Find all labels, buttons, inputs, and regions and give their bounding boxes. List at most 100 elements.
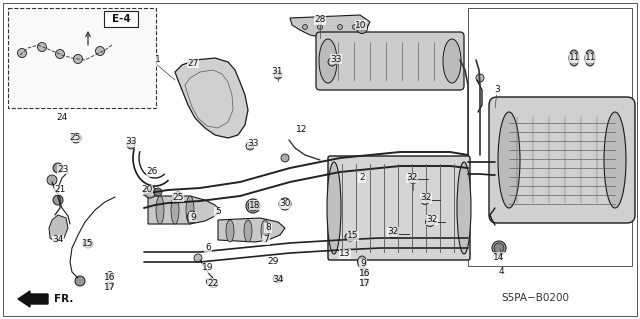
Text: 30: 30 <box>279 199 291 209</box>
Circle shape <box>337 25 342 29</box>
FancyArrow shape <box>18 291 48 307</box>
Text: 14: 14 <box>493 253 505 262</box>
FancyBboxPatch shape <box>489 97 635 223</box>
Text: 9: 9 <box>190 212 196 221</box>
FancyBboxPatch shape <box>328 156 470 260</box>
Circle shape <box>420 196 429 204</box>
Text: 15: 15 <box>83 240 93 249</box>
Circle shape <box>353 25 358 29</box>
Ellipse shape <box>327 162 341 254</box>
Circle shape <box>248 201 258 211</box>
Circle shape <box>127 141 135 149</box>
Circle shape <box>408 174 417 183</box>
Circle shape <box>144 186 156 198</box>
Circle shape <box>173 192 183 202</box>
Text: 28: 28 <box>314 16 326 25</box>
Text: 22: 22 <box>207 278 219 287</box>
Circle shape <box>75 276 85 286</box>
Ellipse shape <box>498 112 520 208</box>
Circle shape <box>17 48 26 57</box>
Ellipse shape <box>186 196 194 224</box>
Circle shape <box>95 47 104 56</box>
Circle shape <box>362 278 369 286</box>
Text: 8: 8 <box>265 224 271 233</box>
Circle shape <box>390 229 399 239</box>
Ellipse shape <box>261 220 269 242</box>
Ellipse shape <box>226 220 234 242</box>
Circle shape <box>476 74 484 82</box>
Circle shape <box>494 243 504 253</box>
Ellipse shape <box>569 50 579 66</box>
Text: 4: 4 <box>498 268 504 277</box>
Text: FR.: FR. <box>54 294 74 304</box>
Text: 20: 20 <box>141 186 153 195</box>
Ellipse shape <box>585 50 595 66</box>
Circle shape <box>426 218 435 226</box>
Circle shape <box>281 154 289 162</box>
Text: 25: 25 <box>172 192 184 202</box>
Bar <box>468 8 632 266</box>
Circle shape <box>47 175 57 185</box>
Text: 9: 9 <box>360 259 366 269</box>
Text: 12: 12 <box>296 125 308 135</box>
Text: 15: 15 <box>348 232 359 241</box>
Ellipse shape <box>279 198 291 210</box>
Ellipse shape <box>244 220 252 242</box>
Text: 32: 32 <box>387 227 399 236</box>
Ellipse shape <box>358 256 367 268</box>
Circle shape <box>356 23 367 33</box>
Text: 26: 26 <box>147 167 157 176</box>
Ellipse shape <box>492 241 506 255</box>
Text: 31: 31 <box>271 68 283 77</box>
Polygon shape <box>290 15 370 40</box>
Circle shape <box>328 58 336 66</box>
Circle shape <box>362 269 369 276</box>
Circle shape <box>154 188 162 196</box>
Circle shape <box>38 42 47 51</box>
Ellipse shape <box>171 196 179 224</box>
Text: 32: 32 <box>426 216 438 225</box>
Text: 5: 5 <box>215 207 221 217</box>
Text: 10: 10 <box>355 20 367 29</box>
Ellipse shape <box>273 276 283 283</box>
Ellipse shape <box>604 112 626 208</box>
Circle shape <box>194 254 202 262</box>
Circle shape <box>71 133 81 143</box>
Text: 17: 17 <box>359 279 371 288</box>
FancyBboxPatch shape <box>316 32 464 90</box>
Text: 3: 3 <box>494 85 500 94</box>
Text: 19: 19 <box>202 263 214 272</box>
Circle shape <box>53 163 63 173</box>
Circle shape <box>74 55 83 63</box>
Circle shape <box>246 142 254 150</box>
Text: 16: 16 <box>359 270 371 278</box>
Text: 25: 25 <box>69 132 81 142</box>
Text: 33: 33 <box>125 137 137 146</box>
Text: 11: 11 <box>585 54 596 63</box>
Text: 6: 6 <box>205 242 211 251</box>
Circle shape <box>274 71 282 79</box>
Circle shape <box>303 25 307 29</box>
Text: 2: 2 <box>359 174 365 182</box>
Ellipse shape <box>319 39 337 83</box>
Ellipse shape <box>457 162 471 254</box>
Text: 11: 11 <box>569 54 580 63</box>
Ellipse shape <box>246 199 260 213</box>
Polygon shape <box>49 215 68 242</box>
Polygon shape <box>148 196 220 224</box>
Text: 32: 32 <box>420 194 432 203</box>
Text: 13: 13 <box>339 249 351 258</box>
Circle shape <box>53 195 63 205</box>
Polygon shape <box>175 58 248 138</box>
Text: 24: 24 <box>56 113 68 122</box>
Ellipse shape <box>188 211 196 223</box>
Ellipse shape <box>207 278 218 288</box>
Text: 27: 27 <box>188 58 198 68</box>
Text: 1: 1 <box>155 56 161 64</box>
Text: 7: 7 <box>263 235 269 244</box>
Ellipse shape <box>156 196 164 224</box>
Text: 18: 18 <box>249 201 260 210</box>
Text: 32: 32 <box>406 174 418 182</box>
Text: 21: 21 <box>54 186 66 195</box>
Polygon shape <box>218 218 285 242</box>
